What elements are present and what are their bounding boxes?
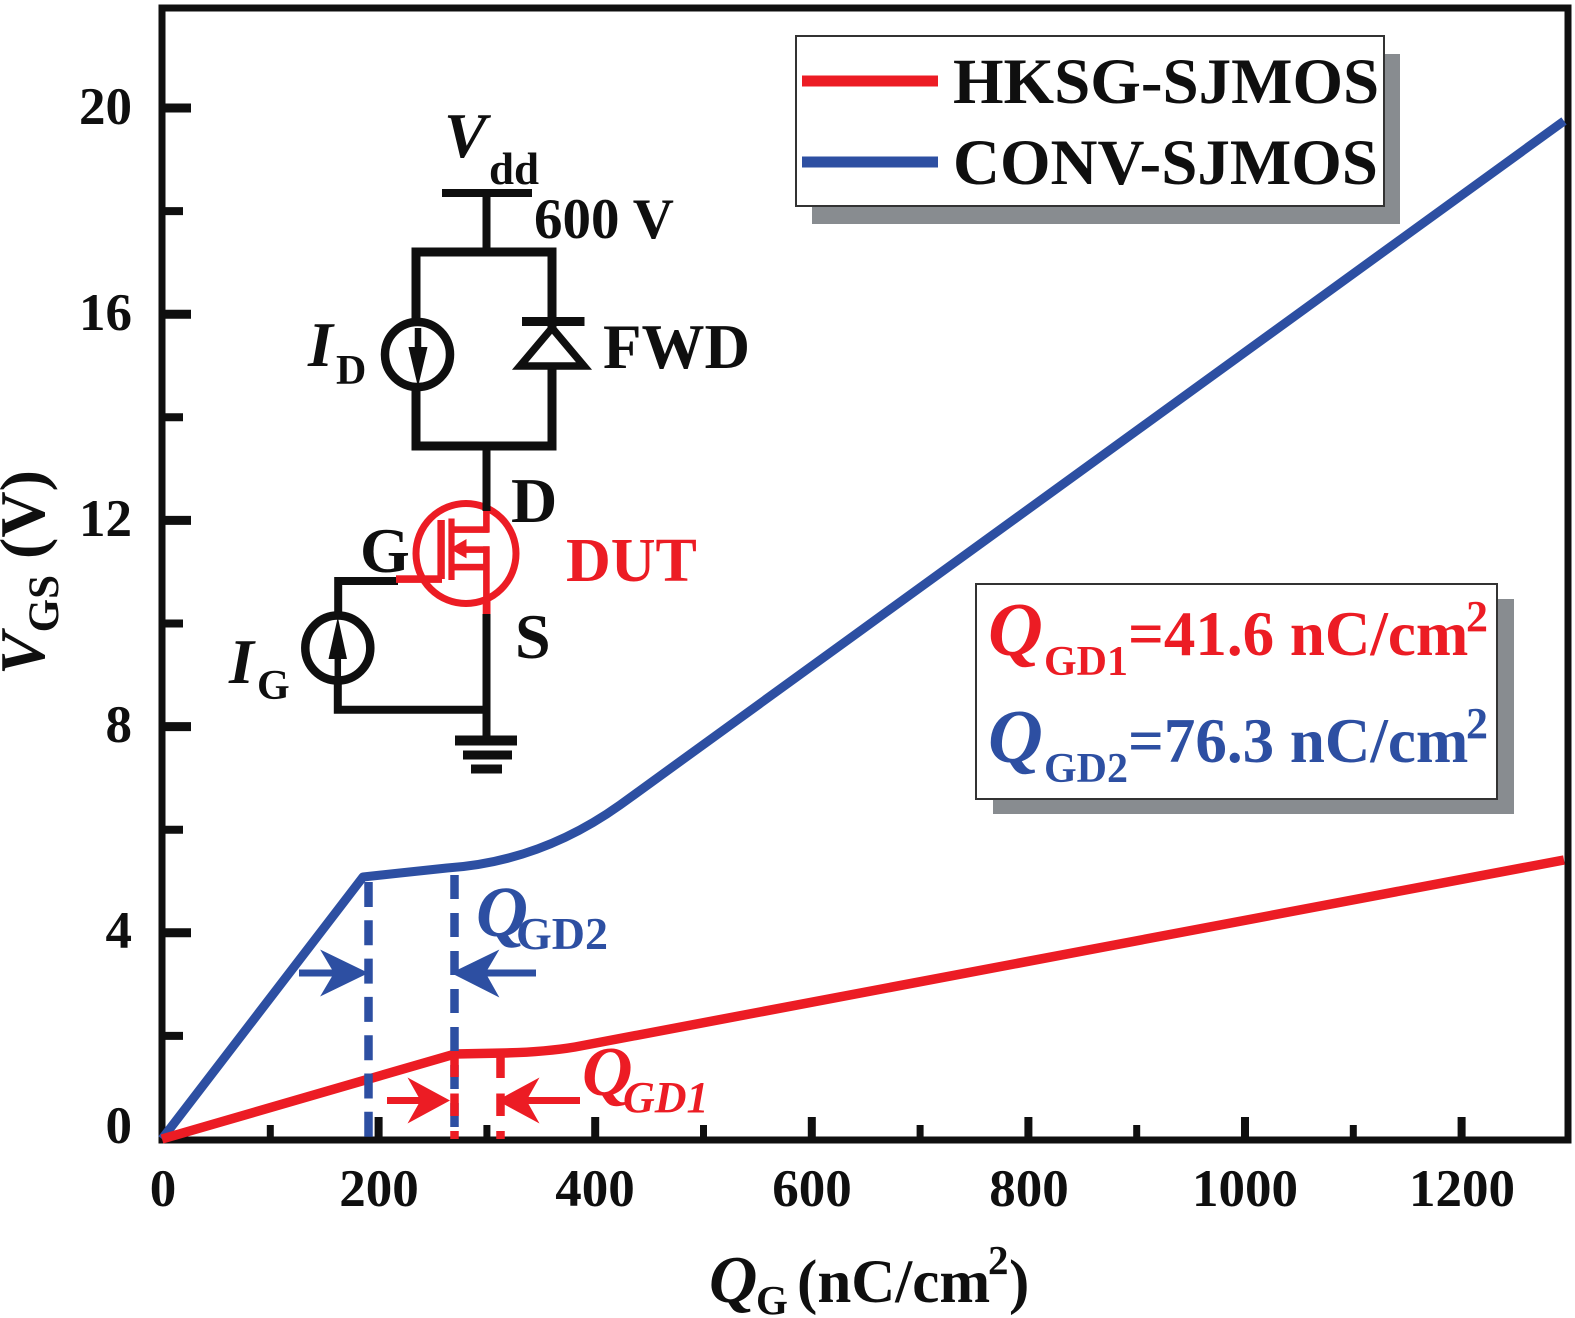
svg-text:GD2: GD2 — [1044, 746, 1128, 792]
svg-text:I: I — [228, 626, 256, 697]
svg-text:CONV-SJMOS: CONV-SJMOS — [953, 127, 1378, 199]
svg-text:=76.3 nC/cm: =76.3 nC/cm — [1128, 706, 1468, 776]
svg-text:4: 4 — [106, 902, 133, 960]
svg-text:D: D — [336, 348, 366, 394]
svg-text:(nC/cm: (nC/cm — [797, 1249, 990, 1316]
svg-text:G: G — [257, 663, 290, 709]
svg-text:S: S — [515, 601, 551, 672]
svg-text:2: 2 — [1466, 592, 1488, 641]
svg-text:12: 12 — [79, 490, 132, 548]
svg-text:G: G — [756, 1277, 788, 1318]
svg-text:I: I — [307, 309, 335, 380]
svg-text:2: 2 — [988, 1237, 1009, 1283]
svg-text:=41.6 nC/cm: =41.6 nC/cm — [1128, 599, 1468, 669]
svg-text:20: 20 — [79, 78, 132, 136]
svg-text:8: 8 — [106, 696, 133, 754]
svg-text:dd: dd — [489, 144, 539, 194]
svg-text:V: V — [444, 100, 492, 171]
svg-text:Q: Q — [476, 872, 528, 952]
svg-text:1000: 1000 — [1192, 1160, 1298, 1218]
svg-text:D: D — [511, 465, 557, 536]
svg-text:800: 800 — [989, 1160, 1069, 1218]
svg-text:Q: Q — [709, 1243, 757, 1317]
svg-text:VGS (V): VGS (V) — [0, 470, 68, 675]
svg-text:GD1: GD1 — [1044, 639, 1128, 685]
svg-text:FWD: FWD — [603, 312, 750, 382]
svg-text:1200: 1200 — [1409, 1160, 1515, 1218]
svg-text:DUT: DUT — [566, 527, 697, 595]
svg-text:Q: Q — [988, 695, 1043, 779]
svg-text:GD2: GD2 — [516, 908, 608, 959]
svg-text:Q: Q — [988, 588, 1043, 672]
svg-text:Q: Q — [582, 1034, 633, 1111]
svg-text:400: 400 — [555, 1160, 635, 1218]
svg-text:0: 0 — [150, 1160, 177, 1218]
svg-text:G: G — [360, 515, 410, 586]
svg-text:HKSG-SJMOS: HKSG-SJMOS — [953, 46, 1379, 118]
svg-text:16: 16 — [79, 284, 132, 342]
svg-text:600: 600 — [772, 1160, 852, 1218]
svg-text:): ) — [1009, 1249, 1029, 1316]
svg-text:200: 200 — [339, 1160, 419, 1218]
svg-text:GD1: GD1 — [623, 1073, 709, 1122]
svg-text:2: 2 — [1466, 699, 1488, 748]
svg-text:600 V: 600 V — [534, 188, 674, 251]
svg-text:0: 0 — [106, 1097, 133, 1155]
